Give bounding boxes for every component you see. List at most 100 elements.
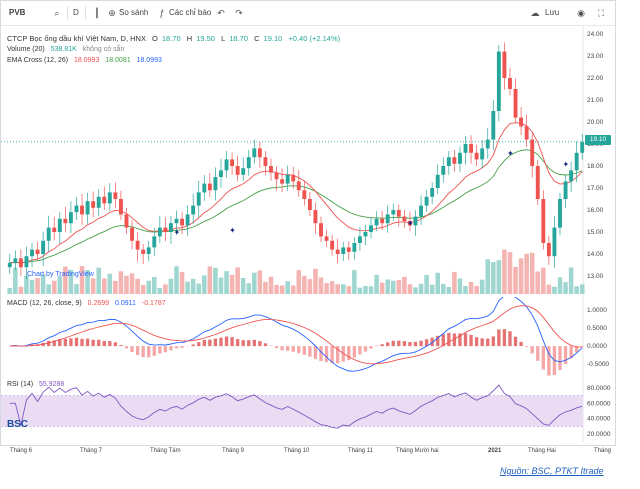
- candle: [491, 111, 496, 140]
- volume-bar: [157, 287, 163, 294]
- macd-tick-label: 0.0000: [587, 343, 607, 350]
- volume-value: 538.81K: [50, 46, 77, 53]
- volume-bar: [107, 273, 113, 294]
- volume-bar: [168, 278, 174, 294]
- volume-bar: [346, 286, 352, 294]
- volume-bar: [518, 258, 524, 294]
- ema-cross-marker: ✦: [229, 226, 236, 235]
- candle: [269, 166, 273, 173]
- candle: [502, 51, 507, 78]
- volume-bar: [140, 285, 146, 294]
- symbol-input[interactable]: PVB: [9, 8, 26, 17]
- volume-bar: [7, 288, 13, 294]
- time-axis-label: Tháng 10: [284, 448, 310, 454]
- plus-icon[interactable]: ⊕: [108, 8, 116, 18]
- volume-bar: [74, 284, 79, 294]
- volume-bar: [101, 278, 107, 294]
- volume-bar: [224, 271, 229, 294]
- macd-label: MACD (12, 26, close, 9): [7, 300, 82, 307]
- candle: [580, 141, 585, 153]
- volume-bar: [185, 281, 190, 294]
- candle: [185, 214, 190, 226]
- candle: [463, 144, 468, 153]
- candle: [107, 192, 112, 204]
- candle: [302, 190, 307, 199]
- candle: [446, 157, 451, 166]
- candle: [519, 117, 524, 127]
- candle: [235, 166, 240, 175]
- volume-bar: [307, 279, 313, 294]
- candle: [319, 223, 323, 237]
- bar-style-icon[interactable]: ┃: [94, 8, 100, 18]
- chart-by-tradingview[interactable]: Chart by TradingView: [27, 271, 94, 278]
- search-icon[interactable]: ⌕: [54, 8, 60, 18]
- volume-bar: [318, 277, 324, 294]
- volume-bar: [163, 284, 168, 294]
- price-tick-label: 24.00: [587, 31, 604, 38]
- volume-bar: [468, 281, 474, 294]
- candle: [41, 240, 46, 254]
- redo-icon[interactable]: ↷: [235, 8, 243, 18]
- volume-bar: [51, 280, 57, 294]
- volume-bar: [474, 285, 479, 294]
- interval-button[interactable]: D: [73, 8, 79, 17]
- volume-label: Volume (20): [7, 46, 45, 53]
- volume-bar: [568, 267, 574, 294]
- save-button[interactable]: Lưu: [545, 8, 560, 17]
- cloud-icon[interactable]: ☁: [530, 8, 540, 18]
- indicator-icon[interactable]: ƒ: [159, 8, 165, 18]
- volume-bar: [296, 270, 302, 294]
- candle: [352, 243, 357, 252]
- candle: [113, 192, 118, 199]
- series-title: CTCP Bọc ống dầu khí Việt Nam, D, HNX: [7, 34, 146, 43]
- price-tick-label: 16.00: [587, 207, 604, 214]
- time-axis-label: Tháng 6: [10, 448, 33, 454]
- volume-bar: [268, 276, 274, 294]
- volume-bar: [402, 276, 407, 294]
- price-tick-label: 18.00: [587, 163, 604, 170]
- ema-cross-marker: ✦: [407, 219, 414, 228]
- volume-bar: [302, 275, 307, 294]
- camera-icon[interactable]: ◉: [577, 8, 585, 18]
- volume-bar: [40, 274, 46, 294]
- candle: [508, 78, 512, 89]
- volume-bar: [46, 284, 51, 294]
- candle: [452, 157, 457, 164]
- volume-bar: [413, 287, 418, 294]
- candle: [513, 89, 518, 118]
- volume-bar: [63, 266, 68, 294]
- candle: [180, 218, 185, 226]
- volume-bar: [418, 283, 424, 294]
- volume-bar: [213, 267, 218, 294]
- volume-bar: [135, 278, 140, 294]
- candle: [369, 225, 373, 232]
- ema-label: EMA Cross (12, 26): [7, 57, 69, 64]
- time-axis-label: Tháng 9: [222, 448, 245, 454]
- macd-chart[interactable]: 1.0000 0.5000 0.0000 -0.5000: [1, 297, 615, 379]
- fullscreen-icon[interactable]: ⛶: [597, 8, 605, 18]
- rsi-chart[interactable]: 80.0000 60.0000 40.0000 20.0000: [1, 380, 615, 442]
- volume-bar: [257, 270, 263, 294]
- volume-bar: [363, 286, 368, 294]
- price-chart[interactable]: 24.0023.0022.0021.0020.0019.0018.0017.00…: [1, 26, 615, 296]
- candle: [257, 148, 262, 158]
- volume-bar: [340, 284, 346, 294]
- macd-line: [9, 297, 583, 372]
- compare-button[interactable]: So sánh: [119, 8, 149, 17]
- volume-bar: [57, 276, 63, 294]
- divider: [67, 6, 68, 20]
- volume-bar: [274, 284, 279, 294]
- indicators-button[interactable]: Các chỉ báo: [169, 8, 212, 17]
- candle: [335, 249, 340, 254]
- rsi-tick-label: 20.0000: [587, 431, 611, 438]
- macd-tick-label: 0.5000: [587, 325, 607, 332]
- volume-bar: [35, 278, 40, 294]
- undo-icon[interactable]: ↶: [217, 8, 225, 18]
- volume-bar: [263, 281, 268, 294]
- volume-bar: [385, 279, 390, 294]
- candle: [430, 188, 435, 197]
- candle: [413, 216, 418, 226]
- candle: [169, 223, 173, 232]
- rsi-tick-label: 80.0000: [587, 385, 611, 392]
- source-link[interactable]: Nguồn: BSC, PTKT Itrade: [500, 466, 604, 476]
